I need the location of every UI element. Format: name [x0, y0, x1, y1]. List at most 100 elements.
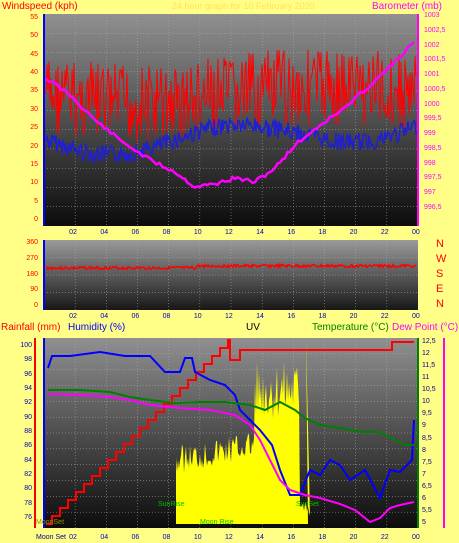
- wind-y-tick: 0: [34, 216, 38, 223]
- temp-y-tick: 9: [422, 422, 426, 430]
- compass-label: E: [436, 283, 444, 295]
- windspeed-title: Windspeed (kph): [2, 1, 78, 12]
- bottom-x-tick: 02: [69, 534, 77, 541]
- wind-y-tick: 35: [30, 87, 38, 95]
- bottom-x-tick: 16: [287, 534, 296, 541]
- humidity-y-tick: 88: [24, 428, 32, 435]
- baro-y-tick: 997,5: [424, 174, 442, 182]
- top-x-tick: 04: [100, 229, 109, 236]
- wind-y-tick: 20: [30, 142, 38, 150]
- bottom-x-tick: 14: [256, 534, 264, 541]
- baro-y-tick: 1000,5: [424, 85, 446, 93]
- dewpoint-title: Dew Point (°C): [392, 322, 459, 333]
- rainfall-title: Rainfall (mm): [1, 322, 61, 333]
- temp-y-tick: 6: [422, 494, 426, 502]
- humidity-y-tick: 84: [24, 456, 32, 464]
- bottom-x-tick: 04: [100, 534, 109, 541]
- baro-y-tick: 998: [424, 159, 436, 167]
- top-x-tick: 12: [225, 229, 233, 236]
- sunset-label: SunSet: [296, 501, 319, 508]
- wind-y-tick: 15: [30, 160, 38, 168]
- mid-x-tick: 12: [225, 313, 233, 320]
- top-x-tick: 02: [69, 229, 77, 236]
- baro-y-tick: 1001,5: [424, 56, 446, 64]
- humidity-title: Humidity (%): [68, 322, 126, 333]
- temp-y-tick: 8,5: [422, 434, 432, 442]
- direction-y-tick: 360: [26, 239, 38, 246]
- direction-y-tick: 180: [26, 270, 38, 278]
- top-x-tick: 10: [193, 229, 202, 236]
- direction-y-tick: 90: [30, 286, 38, 294]
- temp-y-tick: 5,5: [422, 506, 432, 514]
- temp-y-tick: 10,5: [422, 386, 436, 394]
- humidity-y-tick: 92: [24, 399, 32, 407]
- wind-y-tick: 40: [30, 69, 38, 77]
- baro-y-tick: 996,5: [424, 204, 442, 211]
- direction-y-tick: 0: [34, 302, 38, 309]
- top-x-tick: 08: [162, 229, 171, 236]
- moon-set-label: Moon Set: [36, 534, 66, 541]
- baro-y-tick: 1002,5: [424, 26, 446, 34]
- mid-x-tick: 22: [380, 313, 389, 320]
- temp-y-tick: 11: [422, 374, 430, 382]
- temp-y-tick: 6,5: [422, 482, 432, 490]
- top-x-tick: 06: [131, 229, 140, 236]
- compass-label: S: [436, 268, 444, 280]
- baro-y-tick: 999: [424, 130, 436, 138]
- humidity-y-tick: 94: [24, 385, 32, 392]
- wind-y-tick: 25: [30, 124, 38, 132]
- bottom-x-tick: 18: [318, 534, 327, 541]
- bottom-x-tick: 00: [412, 534, 420, 541]
- temp-y-tick: 12,5: [422, 338, 436, 345]
- bottom-x-tick: 20: [349, 534, 358, 541]
- sunrise-label: SunRise: [158, 501, 185, 508]
- top-x-tick: 18: [318, 229, 327, 236]
- bottom-x-tick: 22: [380, 534, 389, 541]
- mid-x-tick: 16: [287, 313, 296, 320]
- mid-x-tick: 08: [162, 313, 171, 320]
- uv-title: UV: [246, 322, 260, 333]
- mid-x-tick: 06: [131, 313, 140, 320]
- humidity-y-tick: 96: [24, 370, 32, 378]
- humidity-y-tick: 80: [24, 485, 32, 493]
- bottom-x-tick: 06: [131, 534, 140, 541]
- baro-y-tick: 1001: [424, 71, 440, 79]
- mid-x-tick: 20: [349, 313, 358, 320]
- temp-y-tick: 12: [422, 350, 430, 358]
- compass-label: N: [436, 238, 444, 250]
- bottom-x-tick: 08: [162, 534, 171, 541]
- graph-date-title: 24 hour graph for 10 February 2020: [172, 1, 315, 11]
- humidity-y-tick: 86: [24, 442, 32, 450]
- wind-y-tick: 5: [34, 197, 38, 205]
- mid-x-tick: 18: [318, 313, 327, 320]
- top-x-tick: 14: [256, 229, 264, 236]
- top-x-tick: 16: [287, 229, 296, 236]
- compass-label: N: [436, 298, 444, 310]
- temp-y-tick: 11,5: [422, 362, 436, 370]
- mid-x-tick: 14: [256, 313, 264, 320]
- moonset-small-label: MoonSet: [36, 519, 65, 526]
- humidity-y-tick: 98: [24, 356, 32, 364]
- wind-y-tick: 10: [30, 179, 38, 187]
- baro-y-tick: 1000: [424, 100, 440, 108]
- mid-x-tick: 04: [100, 313, 109, 320]
- humidity-y-tick: 76: [24, 514, 32, 521]
- baro-y-tick: 997: [424, 189, 436, 197]
- bottom-x-tick: 12: [225, 534, 233, 541]
- baro-y-tick: 1003: [424, 12, 440, 19]
- baro-y-tick: 999,5: [424, 115, 442, 123]
- wind-y-tick: 55: [30, 14, 38, 21]
- compass-label: W: [436, 253, 447, 265]
- mid-x-tick: 02: [69, 313, 77, 320]
- direction-y-tick: 270: [26, 254, 38, 262]
- temp-y-tick: 10: [422, 398, 430, 406]
- baro-y-tick: 1002: [424, 41, 440, 49]
- humidity-y-tick: 90: [24, 413, 32, 421]
- temp-y-tick: 7: [422, 470, 426, 478]
- temp-y-tick: 9,5: [422, 410, 432, 418]
- barometer-title: Barometer (mb): [372, 1, 443, 12]
- mid-x-tick: 10: [193, 313, 202, 320]
- moonrise-label: Moon Rise: [200, 519, 234, 526]
- humidity-y-tick: 82: [24, 471, 32, 478]
- temperature-title: Temperature (°C): [312, 322, 389, 333]
